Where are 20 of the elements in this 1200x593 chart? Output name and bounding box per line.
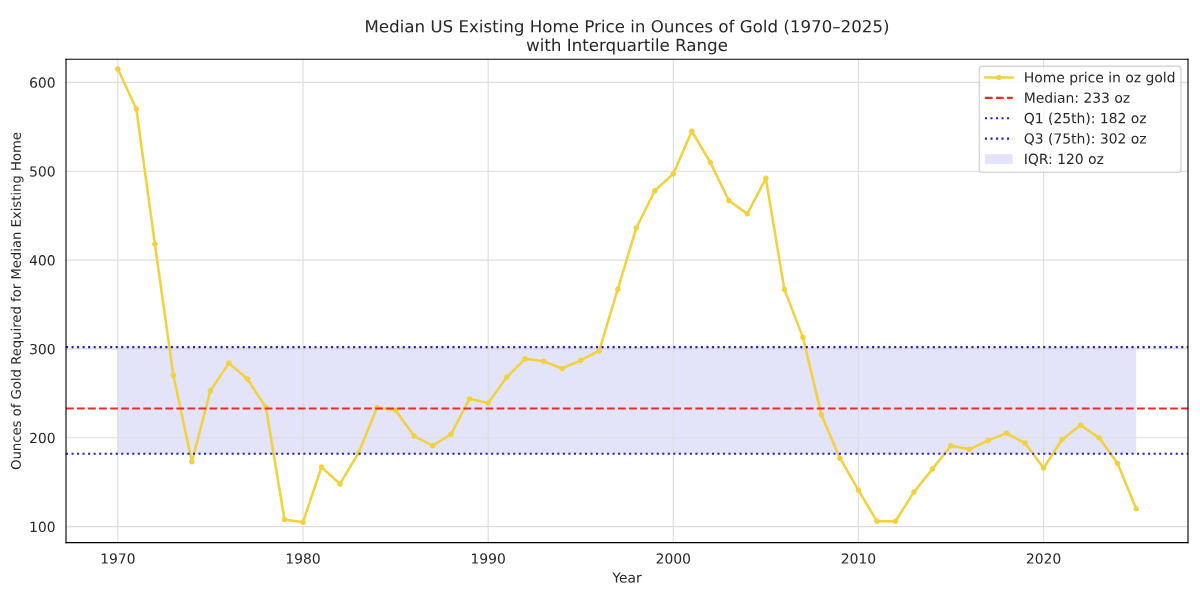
y-axis-title: Ounces of Gold Required for Median Existing Home: [10, 132, 24, 470]
y-tick-label: 300: [30, 343, 55, 355]
legend-label: Home price in oz gold: [1025, 71, 1175, 86]
x-tick-label: 1990: [471, 553, 505, 564]
legend-label: IQR: 120 oz: [1025, 153, 1104, 166]
x-axis-title: Year: [612, 572, 642, 583]
legend-label: Q1 (25th): 182 oz: [1024, 112, 1146, 125]
y-tick-label: 600: [30, 77, 55, 88]
y-tick-label: 500: [30, 166, 55, 177]
y-tick-label: 400: [29, 255, 55, 266]
y-tick-label: 100: [30, 521, 55, 533]
legend-label: Q3 (75th): 302 oz: [1024, 132, 1146, 146]
x-tick-label: 1980: [286, 553, 320, 564]
x-tick-label: 1970: [101, 553, 135, 564]
x-tick-label: 2000: [656, 553, 691, 564]
x-tick-label: 2020: [1026, 553, 1061, 564]
x-tick-label: 2010: [841, 553, 876, 564]
y-tick-label: 200: [30, 432, 55, 444]
legend-label: Median: 233 oz: [1025, 92, 1130, 103]
chart-title: Median US Existing Home Price in Ounces of Gold (1970–2025) with Interquartile Range: [366, 19, 889, 55]
